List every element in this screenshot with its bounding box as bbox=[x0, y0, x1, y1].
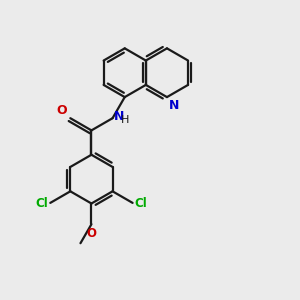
Text: O: O bbox=[57, 104, 68, 117]
Text: Cl: Cl bbox=[35, 197, 48, 210]
Text: N: N bbox=[169, 99, 180, 112]
Text: N: N bbox=[113, 110, 124, 123]
Text: Cl: Cl bbox=[135, 197, 147, 210]
Text: H: H bbox=[121, 115, 129, 125]
Text: O: O bbox=[86, 226, 96, 240]
